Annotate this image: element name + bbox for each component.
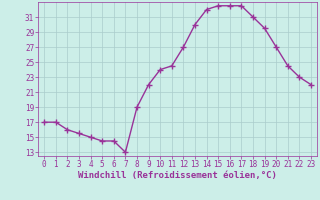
X-axis label: Windchill (Refroidissement éolien,°C): Windchill (Refroidissement éolien,°C) <box>78 171 277 180</box>
